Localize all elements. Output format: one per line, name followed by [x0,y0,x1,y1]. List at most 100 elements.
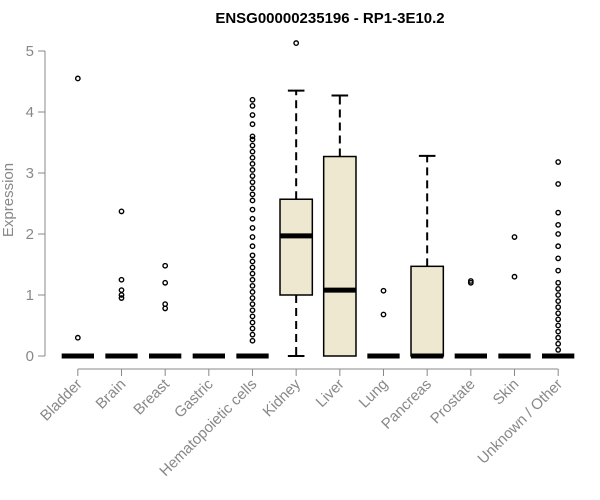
outlier-point [249,289,256,295]
outlier-point [555,322,562,329]
outlier-point [511,273,518,280]
y-tick-label: 5 [26,43,34,60]
x-tick-label: Breast [130,375,173,418]
box-skin [498,234,531,359]
outlier-point [467,278,474,284]
x-tick-label: Bladder [37,376,86,425]
outlier-point [555,209,562,216]
box-bladder [61,75,94,359]
outlier-point [380,287,387,294]
box-pancreas [410,154,445,359]
outlier-point [555,231,562,237]
outlier-point [555,255,562,262]
outlier-point [249,282,256,289]
outlier-point [162,279,169,286]
outlier-point [118,287,125,294]
box-unknown-other [542,159,575,359]
outlier-point [249,154,256,161]
outlier-point [555,340,562,347]
outlier-point [249,215,256,222]
outlier-point [249,325,256,332]
outlier-point [162,301,169,308]
x-tick-label: Prostate [427,376,479,428]
outlier-point [555,346,562,353]
outlier-point [249,112,256,118]
box-rect [279,198,314,296]
outlier-point [555,285,562,292]
outlier-point [249,319,256,326]
outlier-point [555,328,562,335]
outlier-point [249,96,256,103]
outlier-point [249,234,256,240]
outlier-point [555,221,562,228]
x-tick-label: Lung [356,376,392,412]
outlier-point [249,148,256,155]
outlier-point [249,295,256,301]
outlier-point [249,179,256,186]
box-liver [322,94,357,357]
outlier-point [555,334,562,341]
x-tick-label: Brain [93,376,130,413]
outlier-point [249,258,256,265]
outlier-point [118,292,125,298]
chart-title: ENSG00000235196 - RP1-3E10.2 [215,10,444,27]
outlier-point [74,334,81,341]
outlier-point [555,316,562,323]
outlier-point [249,276,256,283]
outlier-point [293,40,300,46]
box-breast [149,262,182,359]
outlier-point [249,133,256,140]
x-tick-label: Liver [313,376,348,411]
x-tick-label: Kidney [260,375,305,420]
outlier-point [555,181,562,187]
y-tick-label: 0 [26,348,34,365]
box-kidney [279,40,314,357]
outlier-point [249,185,256,192]
outlier-point [249,206,256,213]
outlier-point [249,191,256,198]
outlier-point [249,197,256,204]
outlier-point [249,160,256,167]
box-lung [367,287,400,359]
outlier-point [249,167,256,173]
outlier-point [118,208,125,215]
y-tick-label: 2 [26,226,34,243]
y-tick-label: 1 [26,287,34,304]
box-rect [410,265,445,357]
box-hematopoietic-cells [236,96,269,359]
outlier-point [511,234,518,240]
outlier-point [380,311,387,318]
outlier-point [249,331,256,338]
box-brain [105,208,138,359]
outlier-point [555,310,562,317]
outlier-point [249,121,256,128]
x-tick-label: Skin [490,376,523,409]
outlier-point [249,307,256,314]
outlier-point [249,103,256,109]
box-prostate [454,278,487,359]
outlier-point [555,279,562,286]
outlier-point [555,304,562,311]
y-tick-label: 4 [26,104,34,121]
outlier-point [118,295,125,301]
outlier-point [249,173,256,179]
outlier-point [249,252,256,259]
outlier-point [162,262,169,269]
outlier-point [249,243,256,250]
outlier-point [249,301,256,308]
outlier-point [555,292,562,298]
plot-area [61,40,575,359]
y-axis: 0 1 2 3 4 5 [26,43,46,365]
outlier-point [74,75,81,82]
outlier-point [249,224,256,231]
outlier-point [555,159,562,165]
outlier-point [249,142,256,149]
y-axis-label: Expression [0,163,17,237]
y-tick-label: 3 [26,165,34,182]
outlier-point [249,136,256,143]
box-rect [322,155,357,357]
outlier-point [249,337,256,344]
outlier-point [249,270,256,277]
